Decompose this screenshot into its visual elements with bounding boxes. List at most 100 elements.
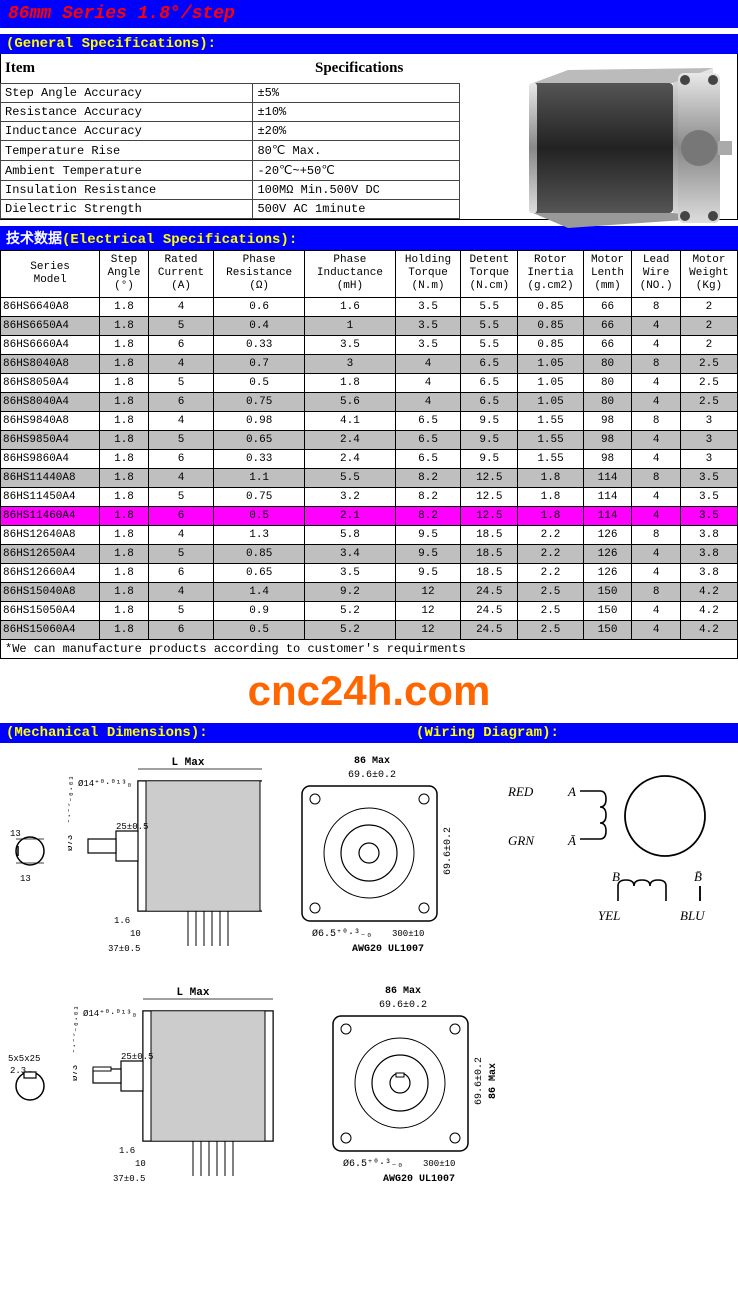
spec-column-header: PhaseResistance(Ω) [214, 251, 305, 298]
spec-cell: 66 [583, 316, 632, 335]
spec-cell: 5 [148, 373, 213, 392]
svg-text:69.6±0.2: 69.6±0.2 [379, 1000, 427, 1011]
spec-cell: 1.8 [100, 316, 149, 335]
spec-cell: 4.2 [680, 582, 737, 601]
spec-cell: 4 [395, 392, 460, 411]
spec-cell: 8 [632, 411, 681, 430]
spec-cell: 18.5 [461, 544, 518, 563]
spec-cell: 9.5 [461, 411, 518, 430]
spec-cell: 86HS12640A8 [1, 525, 100, 544]
spec-item: Temperature Rise [1, 141, 253, 161]
spec-item: Ambient Temperature [1, 161, 253, 181]
svg-text:2.3: 2.3 [10, 1066, 26, 1076]
spec-cell: 9.5 [395, 544, 460, 563]
spec-cell: 4 [632, 601, 681, 620]
spec-cell: 2.2 [518, 544, 583, 563]
svg-text:13: 13 [20, 874, 31, 884]
spec-row: 86HS8050A41.850.51.846.51.058042.5 [1, 373, 738, 392]
spec-item: Insulation Resistance [1, 181, 253, 200]
spec-cell: 4.2 [680, 620, 737, 639]
spec-cell: 86HS6650A4 [1, 316, 100, 335]
spec-cell: 3.5 [395, 297, 460, 316]
spec-cell: 3.8 [680, 563, 737, 582]
spec-cell: 9.5 [461, 449, 518, 468]
spec-column-header: RotorInertia(g.cm2) [518, 251, 583, 298]
spec-cell: 3.2 [305, 487, 396, 506]
svg-text:Ø6.5⁺⁰·³₋₀: Ø6.5⁺⁰·³₋₀ [312, 928, 372, 940]
spec-cell: 80 [583, 392, 632, 411]
spec-cell: 1.8 [100, 297, 149, 316]
spec-cell: 98 [583, 449, 632, 468]
spec-cell: 4 [148, 468, 213, 487]
spec-cell: 0.33 [214, 449, 305, 468]
watermark: cnc24h.com [0, 667, 738, 715]
spec-cell: 1.55 [518, 411, 583, 430]
spec-cell: 5.5 [461, 316, 518, 335]
spec-cell: 0.65 [214, 563, 305, 582]
spec-cell: 4.2 [680, 601, 737, 620]
spec-cell: 6 [148, 506, 213, 525]
wiring-yel: YEL [598, 908, 620, 924]
spec-cell: 86HS12660A4 [1, 563, 100, 582]
svg-text:86 Max: 86 Max [385, 986, 421, 997]
spec-cell: 86HS6660A4 [1, 335, 100, 354]
section-general-header: (General Specifications): [0, 34, 738, 54]
spec-cell: 4 [148, 354, 213, 373]
spec-cell: 9.2 [305, 582, 396, 601]
svg-text:13: 13 [10, 829, 21, 839]
spec-cell: 12 [395, 582, 460, 601]
spec-cell: 1.8 [100, 430, 149, 449]
spec-cell: 2 [680, 335, 737, 354]
spec-value: ±10% [253, 103, 460, 122]
spec-cell: 0.85 [518, 297, 583, 316]
spec-column-header: RatedCurrent(A) [148, 251, 213, 298]
spec-cell: 2.2 [518, 563, 583, 582]
spec-cell: 126 [583, 563, 632, 582]
spec-cell: 5.5 [305, 468, 396, 487]
page-header: 86mm Series 1.8°/step [0, 0, 738, 28]
general-spec-row: Resistance Accuracy±10% [1, 103, 460, 122]
spec-cell: 4 [395, 373, 460, 392]
general-title: (General Specifications): [6, 36, 216, 52]
spec-cell: 86HS6640A8 [1, 297, 100, 316]
spec-value: 100MΩ Min.500V DC [253, 181, 460, 200]
general-spec-table: Step Angle Accuracy±5%Resistance Accurac… [0, 83, 460, 219]
spec-cell: 86HS8050A4 [1, 373, 100, 392]
spec-row: 86HS15050A41.850.95.21224.52.515044.2 [1, 601, 738, 620]
wiring-red: RED [508, 784, 533, 800]
spec-row: 86HS15060A41.860.55.21224.52.515044.2 [1, 620, 738, 639]
spec-cell: 3 [680, 430, 737, 449]
svg-text:10: 10 [135, 1159, 146, 1169]
spec-cell: 2.4 [305, 430, 396, 449]
spec-cell: 3.5 [680, 468, 737, 487]
spec-cell: 0.5 [214, 506, 305, 525]
spec-cell: 150 [583, 582, 632, 601]
wiring-abar: Ā [568, 833, 576, 849]
spec-cell: 86HS15050A4 [1, 601, 100, 620]
spec-cell: 18.5 [461, 525, 518, 544]
spec-cell: 0.85 [214, 544, 305, 563]
footnote: *We can manufacture products according t… [0, 640, 738, 659]
spec-cell: 8 [632, 525, 681, 544]
spec-cell: 150 [583, 601, 632, 620]
spec-cell: 2.5 [680, 392, 737, 411]
svg-text:300±10: 300±10 [423, 1159, 455, 1169]
spec-row: 86HS6660A41.860.333.53.55.50.856642 [1, 335, 738, 354]
spec-cell: 4 [148, 525, 213, 544]
spec-value: ±20% [253, 122, 460, 141]
spec-cell: 1.8 [100, 449, 149, 468]
spec-row: 86HS11440A81.841.15.58.212.51.811483.5 [1, 468, 738, 487]
spec-cell: 6 [148, 335, 213, 354]
spec-cell: 6.5 [461, 354, 518, 373]
spec-cell: 5 [148, 430, 213, 449]
spec-value: 500V AC 1minute [253, 200, 460, 219]
svg-text:5x5x25: 5x5x25 [8, 1054, 40, 1064]
spec-cell: 1.8 [100, 620, 149, 639]
spec-cell: 0.85 [518, 335, 583, 354]
spec-cell: 4 [395, 354, 460, 373]
svg-text:AWG20 UL1007: AWG20 UL1007 [383, 1174, 455, 1185]
spec-cell: 9.5 [395, 563, 460, 582]
spec-cell: 86HS11460A4 [1, 506, 100, 525]
spec-cell: 66 [583, 335, 632, 354]
general-spec-row: Inductance Accuracy±20% [1, 122, 460, 141]
